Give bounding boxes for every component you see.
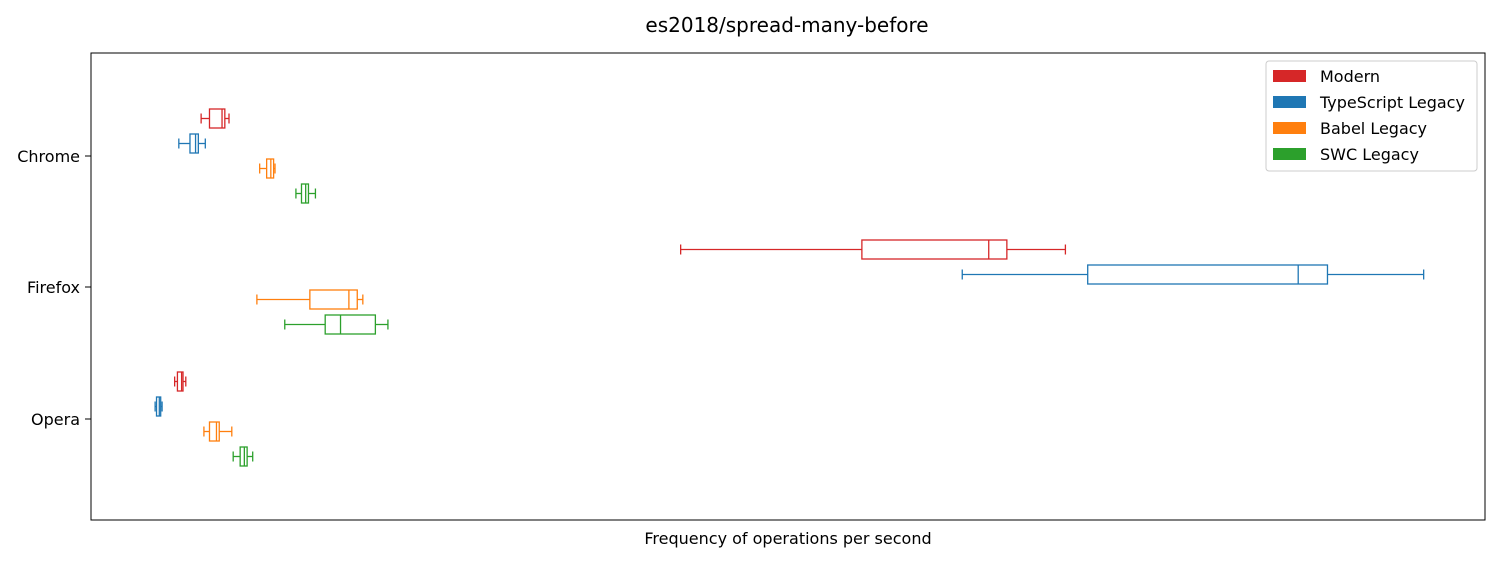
box-iqr [265,158,275,179]
box-iqr [300,183,310,204]
box-iqr [1087,264,1329,285]
x-axis-label: Frequency of operations per second [644,529,931,548]
box-iqr [309,289,358,310]
box-typescript-legacy-firefox [961,264,1425,285]
legend-swatch-modern [1273,70,1306,82]
box-iqr [324,314,377,335]
legend: Modern TypeScript Legacy Babel Legacy SWC L… [1265,60,1478,172]
box-iqr [176,371,184,392]
box-typescript-legacy-chrome [178,133,206,154]
series-swc-legacy [232,183,389,467]
legend-swatch-babel-legacy [1273,122,1306,134]
box-iqr [189,133,199,154]
box-modern-firefox [680,239,1067,260]
y-tick-label-firefox: Firefox [27,278,80,297]
box-swc-legacy-chrome [295,183,317,204]
series-modern [173,108,1067,392]
box-iqr [861,239,1008,260]
legend-label-swc-legacy: SWC Legacy [1320,145,1419,164]
legend-swatch-typescript-legacy [1273,96,1306,108]
box-iqr [208,421,220,442]
box-babel-legacy-firefox [256,289,364,310]
box-modern-opera [173,371,187,392]
y-tick-label-chrome: Chrome [17,147,80,166]
y-tick-label-opera: Opera [31,410,80,429]
box-iqr [208,108,226,129]
legend-items: Modern TypeScript Legacy Babel Legacy SWC L… [1273,67,1465,164]
box-modern-chrome [200,108,230,129]
legend-swatch-swc-legacy [1273,148,1306,160]
legend-frame [1265,60,1478,172]
chart-title: es2018/spread-many-before [645,13,928,37]
box-iqr [239,446,248,467]
box-typescript-legacy-opera [154,396,163,417]
y-axis: Chrome Firefox Opera [17,147,91,429]
legend-label-typescript-legacy: TypeScript Legacy [1319,93,1465,112]
series-babel-legacy [203,158,364,442]
box-babel-legacy-chrome [259,158,276,179]
box-babel-legacy-opera [203,421,233,442]
legend-label-modern: Modern [1320,67,1380,86]
box-iqr [155,396,162,417]
box-swc-legacy-firefox [284,314,389,335]
legend-label-babel-legacy: Babel Legacy [1320,119,1427,138]
box-plot-series [154,108,1425,467]
box-swc-legacy-opera [232,446,254,467]
series-typescript-legacy [154,133,1425,417]
